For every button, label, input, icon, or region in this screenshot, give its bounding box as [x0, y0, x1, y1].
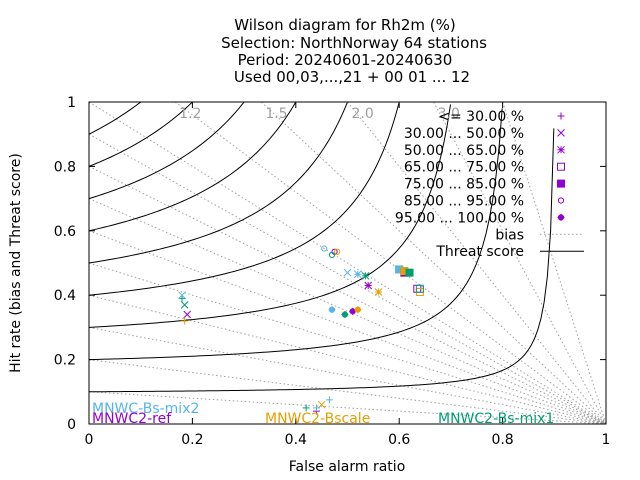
point-s1-c1-1: [183, 310, 192, 319]
x-tick-label-2: 0.4: [285, 432, 307, 448]
x-tick-label-4: 0.8: [491, 432, 513, 448]
bias-line-9: [88, 101, 607, 425]
x-tick-label-3: 0.6: [388, 432, 410, 448]
point-s3-c2-2: [361, 272, 370, 280]
legend-entry-0: <= 30.00 %: [438, 109, 524, 125]
point-s3-c6-6: [341, 311, 349, 319]
title-line-3: Period: 20240601-20240630: [238, 51, 453, 69]
bias-line-1: [88, 359, 607, 425]
y-tick-label-0: 0: [67, 417, 76, 433]
bias-label-1: 1.5: [265, 106, 287, 122]
point-s3-c5-5: [328, 251, 336, 259]
point-s3-c3-3: [415, 284, 424, 293]
bias-labels: 1.2 1.5 2.0 3.0: [179, 106, 460, 122]
point-s2-c2-2: [374, 288, 383, 296]
threat-score-curve-7: [88, 101, 193, 167]
bias-line-12: [347, 101, 607, 425]
point-s1-c2-2: [364, 281, 373, 290]
y-tick-label-1: 0.2: [54, 353, 76, 369]
y-tick-label-4: 0.8: [54, 159, 76, 175]
legend-marker-2: [557, 145, 565, 154]
bias-label-0: 1.2: [179, 106, 201, 122]
x-tick-label-5: 1: [602, 432, 611, 448]
axis-ticks: 0 0.2 0.4 0.6 0.8 1 0 0.2 0.4 0.6 0.8 1: [54, 95, 611, 448]
threat-score-curve-0: [88, 128, 555, 393]
legend-bias-label: bias: [495, 227, 524, 243]
title-line-2: Selection: NorthNorway 64 stations: [221, 34, 487, 52]
legend-entry-2: 50.00 ... 65.00 %: [404, 143, 524, 159]
point-extra-2: [302, 404, 310, 412]
point-s3-c0-0: [178, 294, 186, 302]
y-tick-label-5: 1: [67, 95, 76, 111]
model-label-3: MNWC2-Bs-mix1: [438, 411, 554, 427]
title: Wilson diagram for Rh2m (%) Selection: N…: [221, 16, 487, 86]
bias-line-10: [174, 101, 607, 425]
y-tick-label-3: 0.6: [54, 224, 76, 240]
title-line-1: Wilson diagram for Rh2m (%): [234, 16, 455, 34]
legend-marker-4: [557, 179, 565, 188]
legend-marker-0: [557, 112, 565, 120]
legend-marker-6: [557, 213, 565, 221]
x-tick-label-0: 0: [85, 432, 94, 448]
y-tick-label-2: 0.4: [54, 288, 76, 304]
bias-label-3: 3.0: [438, 106, 460, 122]
point-extra-1: [312, 404, 320, 412]
threat-score-curve-6: [88, 101, 245, 200]
threat-score-curve-2: [88, 104, 452, 328]
bias-line-7: [88, 165, 607, 425]
bias-line-6: [88, 198, 607, 425]
point-s2-c0-0: [181, 317, 189, 325]
legend-entry-6: 95.00 ... 100.00 %: [395, 210, 524, 226]
legend-marker-3: [557, 162, 565, 171]
title-line-4: Used 00,03,...,21 + 00 01 ... 12: [234, 68, 470, 86]
point-s2-c6-6: [354, 306, 362, 314]
legend-threat-label: Threat score: [435, 244, 524, 260]
point-s2-c1-1: [317, 400, 326, 409]
bias-line-11: [260, 101, 607, 425]
threat-score-curve-1: [88, 108, 503, 361]
bias-label-2: 2.0: [352, 106, 374, 122]
threat-score-curve-4: [88, 102, 348, 264]
legend-entry-3: 65.00 ... 75.00 %: [404, 160, 524, 176]
y-axis-label: Hit rate (bias and Threat score): [8, 153, 24, 373]
point-extra-0: [178, 291, 186, 300]
model-label-1: MNWC2-ref: [92, 411, 172, 427]
bias-line-14: [502, 101, 607, 425]
bias-line-8: [88, 133, 607, 425]
point-s3-c4-4: [405, 268, 414, 277]
bias-lines: [88, 101, 607, 425]
point-s3-c1-1: [180, 301, 189, 309]
model-label-2: MNWC2-Bscale: [265, 411, 370, 427]
threat-score-curve-3: [88, 103, 400, 296]
legend-entry-4: 75.00 ... 85.00 %: [404, 177, 524, 193]
plot-frame: [88, 101, 607, 425]
point-s0-c6-6: [328, 306, 336, 314]
point-s2-c5-5: [334, 248, 341, 255]
threat-score-curve-5: [88, 102, 297, 232]
legend: <= 30.00 %30.00 ... 50.00 %50.00 ... 65.…: [395, 109, 584, 260]
point-s0-c5-5: [321, 245, 328, 252]
x-axis-label: False alarm ratio: [289, 459, 406, 475]
bias-line-13: [433, 101, 607, 425]
threat-score-curve-8: [88, 101, 141, 135]
point-s0-c1-1: [343, 268, 352, 277]
legend-entry-1: 30.00 ... 50.00 %: [404, 126, 524, 142]
model-label-0: MNWC-Bs-mix2: [92, 401, 199, 417]
data-points: [178, 245, 424, 415]
legend-entry-5: 85.00 ... 95.00 %: [404, 194, 524, 210]
legend-marker-1: [557, 129, 565, 137]
threat-score-curves: [88, 101, 555, 393]
point-s0-c0-0: [325, 396, 333, 404]
point-s0-c2-2: [353, 270, 362, 279]
x-tick-label-1: 0.2: [181, 432, 203, 448]
bias-line-3: [88, 294, 607, 425]
legend-marker-5: [557, 197, 565, 204]
